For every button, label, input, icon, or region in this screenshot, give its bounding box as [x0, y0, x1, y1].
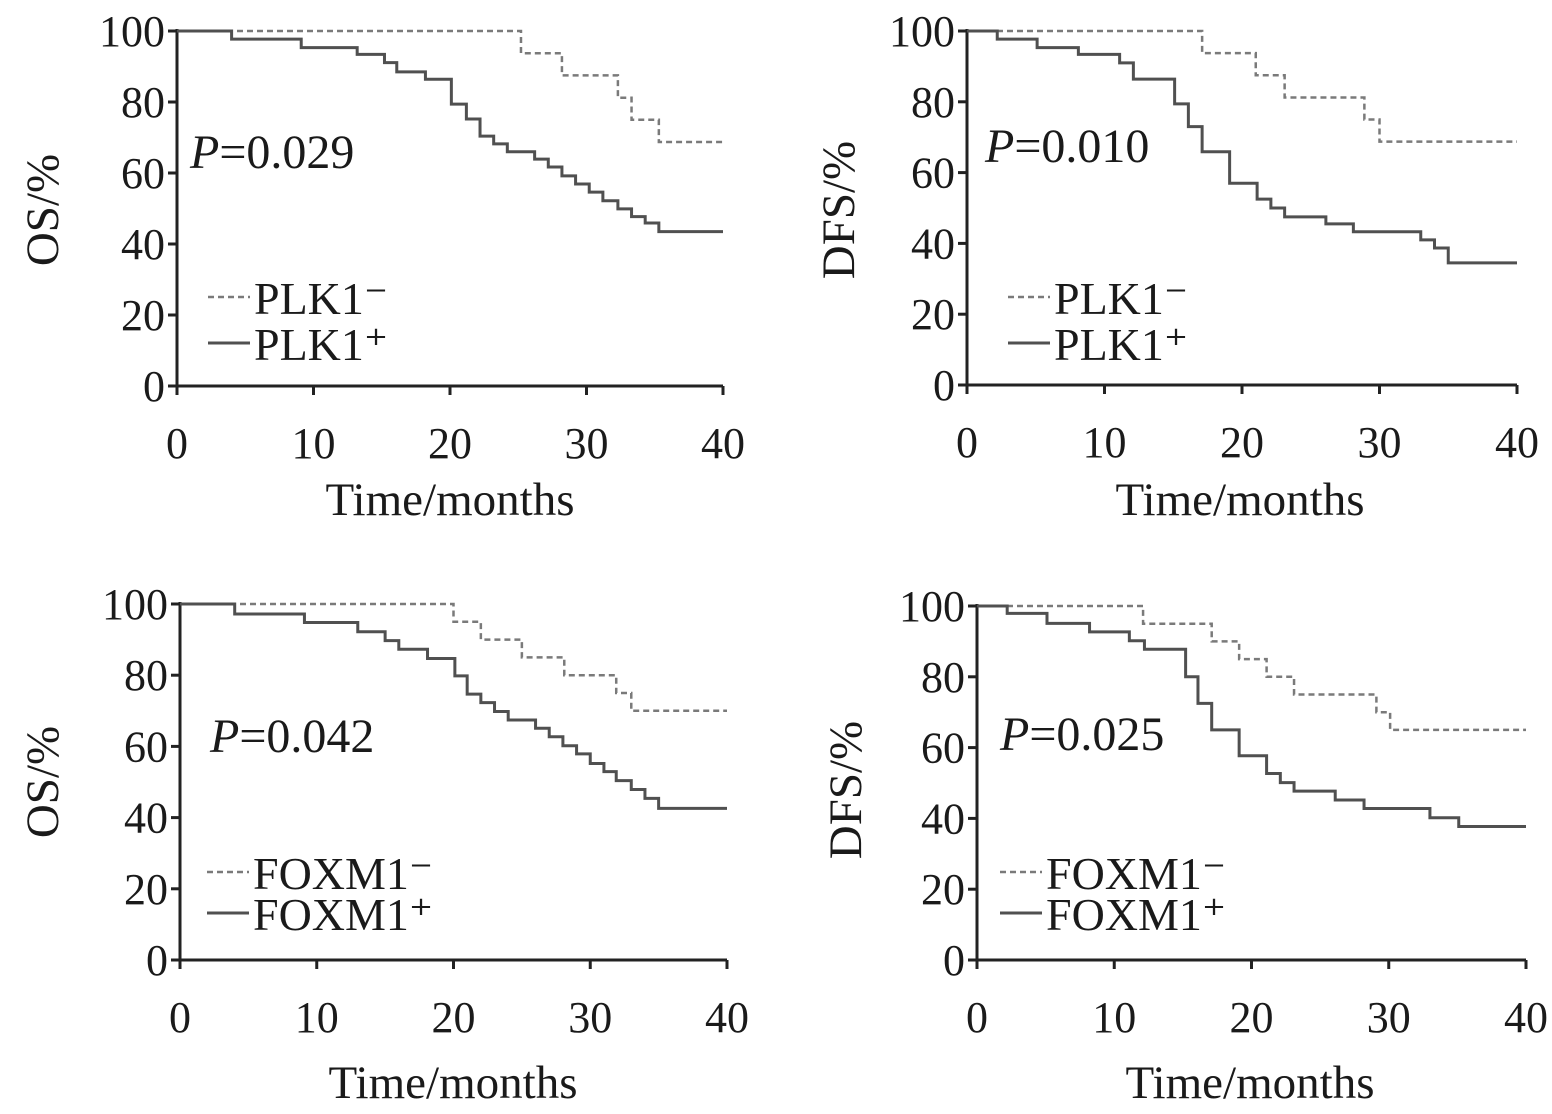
p-symbol: P: [984, 120, 1014, 173]
x-axis-label: Time/months: [329, 1057, 578, 1109]
p-value: =0.010: [1014, 120, 1149, 173]
x-tick-label: 10: [295, 993, 339, 1042]
y-axis-label: OS/%: [17, 154, 69, 266]
x-tick-label: 20: [1230, 993, 1274, 1042]
y-tick-label: 20: [921, 865, 965, 914]
y-tick-label: 20: [911, 290, 955, 339]
p-value-annotation: P=0.042: [209, 710, 374, 763]
x-tick-label: 10: [1083, 418, 1127, 467]
p-value-annotation: P=0.025: [999, 708, 1164, 761]
y-tick-label: 40: [921, 794, 965, 843]
x-tick-label: 30: [1367, 993, 1411, 1042]
y-tick-label: 100: [102, 580, 168, 629]
p-symbol: P: [209, 710, 239, 763]
legend-label: FOXM1⁻: [253, 848, 433, 899]
x-tick-label: 0: [966, 993, 988, 1042]
x-axis-label: Time/months: [1116, 474, 1365, 526]
survival-curve-positive: [180, 602, 727, 810]
survival-curve-positive: [967, 29, 1517, 265]
km-panel-2: 0 20 40 60 80 100 0 10 20 30 40 Time/months DFS/% P=0…: [813, 7, 1539, 526]
y-axis-label: DFS/%: [813, 141, 865, 279]
x-axis-label: Time/months: [1126, 1057, 1375, 1109]
y-tick-label: 20: [121, 291, 165, 340]
km-panel-4: 0 20 40 60 80 100 0 10 20 30 40 Time/months DFS/% P=0…: [820, 582, 1548, 1109]
p-value: =0.025: [1029, 708, 1164, 761]
km-panel-3: 0 20 40 60 80 100 0 10 20 30 40 Time/months OS/% P=0.…: [17, 580, 749, 1109]
survival-curve-positive: [177, 29, 723, 234]
p-value: =0.042: [239, 710, 374, 763]
legend-label: PLK1⁺: [254, 319, 388, 370]
y-axis-label: OS/%: [17, 726, 69, 838]
y-tick-label: 40: [911, 219, 955, 268]
y-tick-label: 0: [146, 936, 168, 985]
y-tick-label: 40: [121, 220, 165, 269]
y-tick-label: 60: [124, 722, 168, 771]
legend-label: PLK1⁻: [1054, 273, 1188, 324]
p-value-annotation: P=0.029: [189, 126, 354, 179]
survival-curve-negative: [967, 29, 1517, 143]
x-tick-label: 0: [166, 419, 188, 468]
x-tick-label: 30: [1358, 418, 1402, 467]
survival-curve-positive: [977, 604, 1526, 829]
p-symbol: P: [999, 708, 1029, 761]
y-tick-label: 60: [911, 149, 955, 198]
legend-label: FOXM1⁻: [1046, 848, 1226, 899]
km-panel-1: 0 20 40 60 80 100 0 10 20 30 40 Time/months OS/% P=0.…: [17, 7, 745, 526]
legend-label: PLK1⁻: [254, 273, 388, 324]
y-tick-label: 80: [911, 78, 955, 127]
p-value: =0.029: [219, 126, 354, 179]
y-tick-label: 60: [121, 149, 165, 198]
y-tick-label: 40: [124, 794, 168, 843]
y-tick-label: 100: [899, 582, 965, 631]
x-tick-label: 0: [956, 418, 978, 467]
x-tick-label: 40: [1504, 993, 1548, 1042]
p-value-annotation: P=0.010: [984, 120, 1149, 173]
x-tick-label: 40: [1495, 418, 1539, 467]
x-tick-label: 20: [432, 993, 476, 1042]
x-tick-label: 10: [1092, 993, 1136, 1042]
x-tick-label: 20: [428, 419, 472, 468]
x-tick-label: 40: [705, 993, 749, 1042]
survival-curve-negative: [180, 602, 727, 713]
y-tick-label: 0: [143, 362, 165, 411]
y-tick-label: 100: [99, 7, 165, 56]
y-axis-label: DFS/%: [820, 721, 872, 859]
x-tick-label: 20: [1220, 418, 1264, 467]
x-tick-label: 30: [565, 419, 609, 468]
y-tick-label: 100: [889, 7, 955, 56]
y-tick-label: 60: [921, 724, 965, 773]
p-symbol: P: [189, 126, 219, 179]
y-tick-label: 20: [124, 865, 168, 914]
y-tick-label: 80: [124, 651, 168, 700]
y-tick-label: 80: [921, 653, 965, 702]
y-tick-label: 80: [121, 78, 165, 127]
x-tick-label: 10: [292, 419, 336, 468]
y-tick-label: 0: [933, 361, 955, 410]
x-tick-label: 0: [169, 993, 191, 1042]
x-tick-label: 40: [701, 419, 745, 468]
x-tick-label: 30: [568, 993, 612, 1042]
y-tick-label: 0: [943, 936, 965, 985]
legend-label: FOXM1⁺: [1046, 889, 1226, 940]
survival-curve-negative: [977, 604, 1526, 732]
legend-label: PLK1⁺: [1054, 319, 1188, 370]
x-axis-label: Time/months: [326, 474, 575, 526]
survival-curve-negative: [177, 29, 723, 144]
legend-label: FOXM1⁺: [253, 889, 433, 940]
